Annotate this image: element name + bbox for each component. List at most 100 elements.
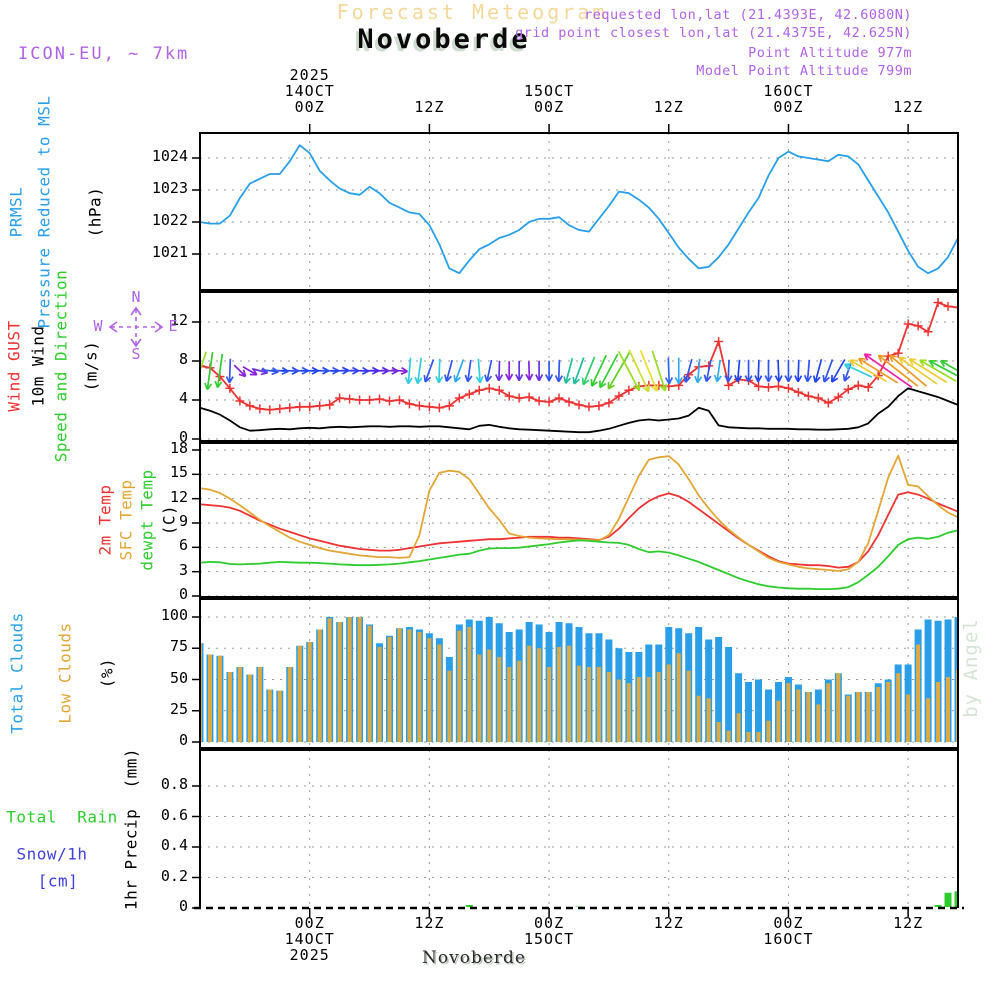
wind-arrow [545,360,554,382]
low-clouds-bar [557,647,562,742]
low-clouds-bar [357,617,362,742]
wind-arrow [464,359,473,383]
wind-arrow [435,358,444,384]
panel-frame [199,442,959,598]
wind-arrow [535,360,544,382]
wind-arrow [475,358,484,384]
low-clouds-bar [616,679,621,742]
low-clouds-bar [337,622,342,742]
total-rain-bar [465,904,473,907]
compass-north-label: N [131,288,141,307]
panel-frame [199,132,959,291]
wind-arrow [563,357,574,384]
wind-arrow [843,363,873,378]
wind-arrow [651,350,668,392]
wind-arrow [225,358,234,384]
low-clouds-bar [517,660,522,742]
low-clouds-bar [596,667,601,742]
wind-arrow [784,359,793,383]
low-clouds-bar [756,732,761,742]
low-clouds-bar [287,667,292,742]
low-clouds-bar [547,667,552,742]
wind-arrow [391,366,408,375]
panel-side-label: (C) [159,504,179,536]
total-rain-bar [944,892,952,907]
y-tick-label: 1022 [151,211,188,229]
low-clouds-bar [297,645,302,742]
point-altitude: Point Altitude 977m [748,45,912,61]
pressure-series [201,144,957,275]
wind-arrow [204,351,214,391]
low-clouds-bar [816,704,821,742]
low-clouds-bar [726,730,731,742]
y-tick-label: 6 [178,536,188,555]
low-clouds-bar [666,664,671,742]
wind-arrow [214,353,224,389]
grid-point-coords: grid point closest lon,lat (21.4375E, 42… [515,25,912,41]
panel-frame [199,291,959,442]
wind-arrow [664,357,674,385]
precipitation-series [465,891,957,907]
low-clouds-bar [766,720,771,742]
wind-compass-legend [108,306,164,348]
low-clouds-bar [686,670,691,742]
y-tick-label: 12 [169,311,188,329]
bottom-year-label: 2025 [289,946,330,964]
total-clouds-bar [924,619,932,742]
gust-markers [201,298,957,415]
low-clouds-bar [776,700,781,742]
low-clouds-bar [636,677,641,742]
y-tick-label: 0 [178,585,188,603]
panel-side-label: Low Clouds [55,622,75,724]
panel-side-label: PRMSL [6,186,26,238]
low-clouds-bar [886,682,891,742]
wind-arrow [617,350,641,391]
wind-arrow [830,359,846,383]
footer-station-label: Novoberde [422,948,526,968]
low-clouds-bar [257,667,262,742]
panel-side-label: Total Clouds [7,612,27,734]
low-clouds-bar [427,638,432,742]
wind-arrow [484,359,493,383]
temperature-series [201,454,957,590]
panel-frame [199,749,959,908]
top-hour-label: 00Z [773,98,804,116]
y-tick-label: 0.8 [160,775,188,793]
y-tick-label: 75 [169,637,188,656]
wind-arrow [764,359,773,383]
requested-coords: requested lon,lat (21.4393E, 42.6080N) [584,7,912,23]
y-tick-label: 18 [169,439,188,457]
prmsl-pressure-reduced-to-msl-line [201,144,957,275]
temperature-panel [192,442,959,598]
y-tick-label: 50 [169,668,188,687]
wind-arrow [849,359,887,382]
wind-arrow [444,359,454,382]
wind-gust-line [201,301,957,411]
low-clouds-bar [277,690,282,742]
station-title: Novoberde [357,24,531,55]
panel-side-label: (m/s) [81,340,101,392]
total-clouds-bar [201,643,204,742]
bottom-date-label: 15OCT [524,930,575,948]
wind-arrow [812,358,823,383]
low-clouds-bar [706,698,711,742]
panel-side-label: [cm] [37,871,79,891]
compass-east-label: E [168,317,178,336]
bottom-hour-label: 12Z [653,914,684,932]
low-clouds-bar [836,673,841,742]
y-tick-label: 9 [178,512,188,530]
low-clouds-bar [327,618,332,742]
wind-arrow [774,359,783,383]
low-clouds-bar [417,632,422,742]
wind-arrow [233,364,247,378]
wind-arrow [694,358,703,384]
bottom-date-label: 14OCT [284,930,335,948]
total-rain-bar [575,906,583,907]
y-tick-label: 8 [178,350,188,368]
low-clouds-bar [936,682,941,742]
wind-arrow [590,354,607,387]
wind-arrow [857,357,899,384]
low-clouds-bar [856,692,861,742]
low-clouds-bar [916,644,921,742]
